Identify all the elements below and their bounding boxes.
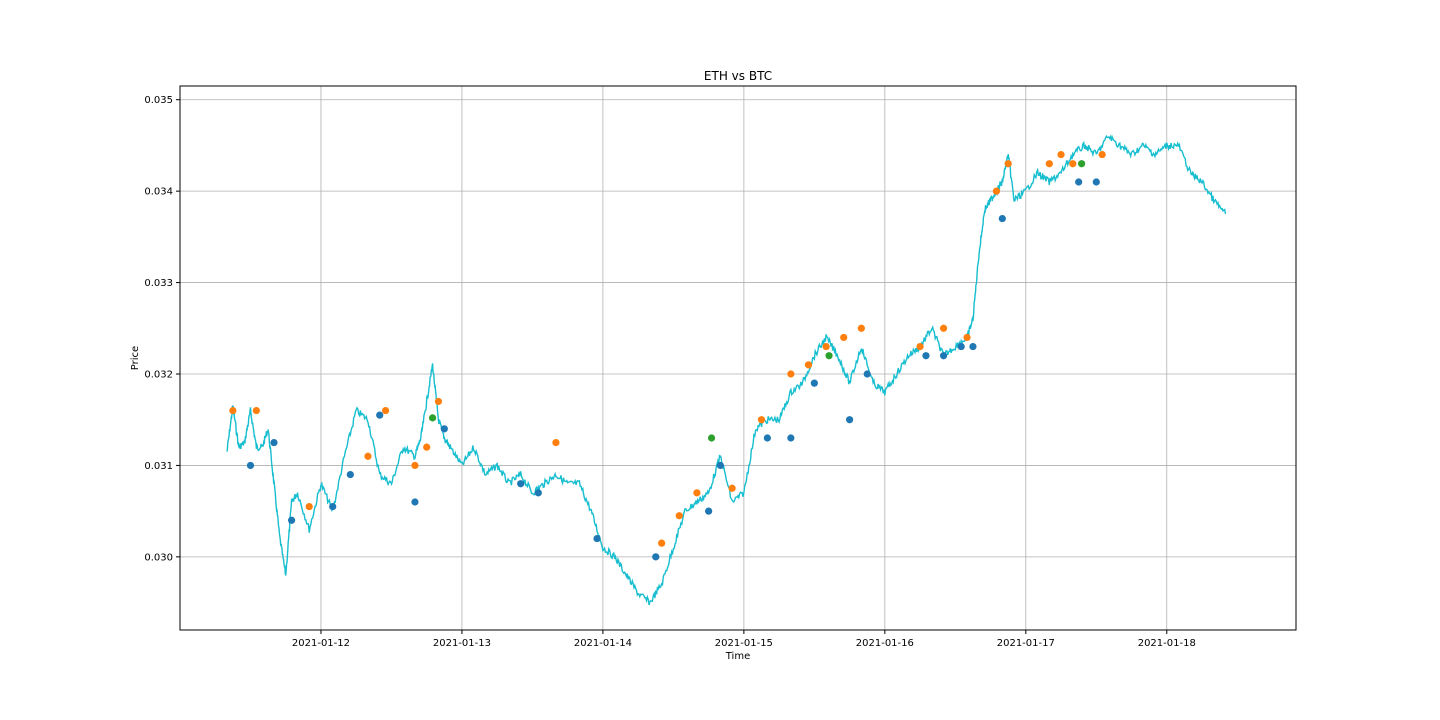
orange-marker-point: [757, 416, 766, 424]
blue-marker-point: [763, 434, 771, 442]
blue-marker-point: [288, 516, 296, 524]
x-tick-label: 2021-01-14: [574, 638, 632, 649]
blue-marker-point: [246, 461, 255, 470]
markers-layer: [229, 150, 1106, 561]
gridlines: [180, 86, 1296, 630]
orange-marker-point: [992, 187, 1001, 195]
blue-marker-point: [1092, 178, 1100, 186]
blue-marker-point: [329, 502, 337, 511]
orange-marker-point: [822, 342, 830, 351]
x-axis-ticks: 2021-01-12 2021-01-13 2021-01-14 2021-01-15…: [292, 630, 1196, 649]
orange-marker-point: [916, 342, 924, 351]
green-marker-point: [707, 434, 716, 442]
plot-area: [180, 86, 1296, 630]
blue-marker-point: [270, 438, 278, 447]
orange-marker-point: [305, 502, 313, 511]
blue-marker-point: [440, 425, 448, 433]
orange-marker-point: [1069, 160, 1077, 168]
blue-marker-point: [517, 480, 525, 488]
orange-marker-point: [675, 512, 683, 520]
blue-marker-point: [376, 411, 384, 419]
green-marker-point: [1078, 160, 1086, 168]
x-tick-label: 2021-01-13: [433, 638, 491, 649]
orange-marker-point: [840, 333, 848, 342]
orange-marker-point: [1098, 150, 1106, 159]
orange-marker-point: [1004, 160, 1012, 168]
price-line: [226, 134, 1227, 606]
orange-marker-point: [434, 397, 443, 406]
y-tick-label: 0.035: [144, 95, 173, 106]
orange-marker-point: [728, 484, 736, 492]
blue-marker-point: [998, 214, 1006, 223]
orange-marker-point: [364, 452, 372, 460]
orange-marker-point: [252, 406, 260, 415]
blue-marker-point: [922, 352, 930, 360]
orange-marker-point: [1045, 160, 1053, 168]
orange-marker-point: [229, 406, 237, 415]
x-tick-label: 2021-01-18: [1138, 638, 1196, 649]
y-tick-label: 0.031: [144, 461, 173, 472]
blue-marker-point: [1075, 178, 1083, 186]
chart-title: ETH vs BTC: [704, 69, 772, 83]
blue-marker-point: [810, 379, 818, 387]
blue-marker-point: [705, 507, 713, 515]
x-axis-label: Time: [725, 651, 750, 662]
blue-marker-point: [534, 489, 542, 497]
orange-marker-point: [693, 489, 701, 497]
green-marker-point: [428, 414, 437, 422]
green-marker-point: [825, 352, 833, 360]
y-tick-label: 0.032: [144, 370, 173, 381]
blue-marker-point: [957, 342, 965, 351]
orange-marker-point: [939, 324, 948, 332]
orange-marker-point: [1057, 150, 1065, 159]
orange-marker-point: [381, 406, 390, 415]
orange-marker-point: [804, 361, 813, 369]
x-tick-label: 2021-01-17: [997, 638, 1055, 649]
blue-marker-point: [846, 416, 854, 424]
blue-marker-point: [716, 461, 724, 470]
blue-marker-point: [346, 470, 354, 479]
blue-marker-point: [863, 370, 871, 378]
y-axis-ticks: 0.030 0.031 0.032 0.033 0.034 0.035: [144, 95, 180, 563]
plot-frame: [179, 85, 1297, 631]
orange-marker-point: [787, 370, 795, 378]
y-axis-label: Price: [130, 346, 141, 370]
y-tick-label: 0.033: [144, 278, 173, 289]
blue-marker-point: [593, 534, 601, 543]
blue-marker-point: [787, 434, 795, 442]
blue-marker-point: [652, 553, 660, 561]
orange-marker-point: [658, 539, 666, 547]
series-layer: [226, 134, 1227, 606]
blue-marker-point: [969, 342, 977, 351]
orange-marker-point: [963, 333, 971, 342]
orange-marker-point: [423, 443, 431, 451]
blue-marker-point: [411, 498, 419, 506]
x-tick-label: 2021-01-16: [856, 638, 914, 649]
y-tick-label: 0.034: [144, 187, 173, 198]
x-tick-label: 2021-01-12: [292, 638, 350, 649]
orange-marker-point: [857, 324, 865, 332]
blue-marker-point: [939, 352, 948, 360]
y-tick-label: 0.030: [144, 552, 173, 563]
orange-marker-point: [411, 461, 419, 470]
x-tick-label: 2021-01-15: [715, 638, 773, 649]
orange-marker-point: [552, 438, 560, 447]
